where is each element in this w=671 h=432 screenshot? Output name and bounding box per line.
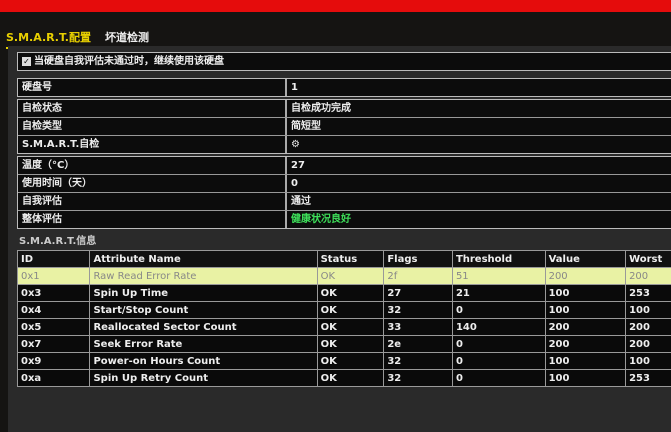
field-row: 自检状态 自检成功完成 xyxy=(18,100,671,118)
field-row: 温度（°C） 27 xyxy=(18,157,671,175)
disk-select: 硬盘号 1 xyxy=(17,78,671,97)
field-value: 0 xyxy=(291,178,298,189)
table-row[interactable]: 0x1 Raw Read Error Rate OK 2f 51 200 200 xyxy=(16,267,671,285)
table-cell: 32 xyxy=(383,352,453,370)
table-cell: Raw Read Error Rate xyxy=(89,267,318,285)
table-cell: Spin Up Time xyxy=(89,284,318,302)
table-row[interactable]: 0x7 Seek Error Rate OK 2e 0 200 200 xyxy=(16,335,671,353)
table-cell: 253 xyxy=(625,284,671,302)
table-cell: 0 xyxy=(451,301,546,319)
column-header[interactable]: Attribute Name xyxy=(89,250,318,268)
field-value: 自检成功完成 xyxy=(291,103,351,114)
field-row: S.M.A.R.T.自检 ⚙ xyxy=(18,136,671,153)
field-value: ⚙ xyxy=(291,139,300,150)
table-cell: 2e xyxy=(383,335,453,353)
table-cell: 100 xyxy=(544,369,627,387)
table-cell: OK xyxy=(316,267,385,285)
column-header[interactable]: Value xyxy=(544,250,627,268)
smart-info-title: S.M.A.R.T.信息 xyxy=(19,236,97,247)
table-cell: 0 xyxy=(451,369,546,387)
table-cell: 200 xyxy=(625,335,671,353)
table-cell: OK xyxy=(316,369,385,387)
continue-use-option[interactable]: ✓ 当硬盘自我评估未通过时，继续使用该硬盘 xyxy=(17,52,671,71)
table-cell: 100 xyxy=(544,301,627,319)
column-header[interactable]: Worst xyxy=(625,250,671,268)
option-label: 当硬盘自我评估未通过时，继续使用该硬盘 xyxy=(34,56,224,67)
table-cell: 32 xyxy=(383,301,453,319)
smart-table: ID Attribute Name Status Flags Threshold Valu… xyxy=(16,250,671,387)
field-label: 自我评估 xyxy=(18,193,287,210)
field-value: 简短型 xyxy=(291,121,321,132)
title-bar xyxy=(0,0,671,12)
table-cell: OK xyxy=(316,318,385,336)
column-header[interactable]: Threshold xyxy=(451,250,546,268)
field-label: 使用时间（天） xyxy=(18,175,287,192)
table-cell: 0x9 xyxy=(16,352,91,370)
column-header[interactable]: Status xyxy=(316,250,385,268)
table-cell: 2f xyxy=(383,267,453,285)
field-row: 自我评估 通过 xyxy=(18,193,671,211)
table-cell: Start/Stop Count xyxy=(89,301,318,319)
checkbox-icon[interactable]: ✓ xyxy=(22,57,31,66)
table-cell: 0x7 xyxy=(16,335,91,353)
table-cell: 253 xyxy=(625,369,671,387)
table-cell: 32 xyxy=(383,369,453,387)
table-cell: OK xyxy=(316,352,385,370)
field-value: 通过 xyxy=(291,196,311,207)
table-row[interactable]: 0x3 Spin Up Time OK 27 21 100 253 xyxy=(16,284,671,302)
disk-label: 硬盘号 xyxy=(18,79,287,96)
table-cell: Seek Error Rate xyxy=(89,335,318,353)
table-cell: 0 xyxy=(451,335,546,353)
table-cell: 0xa xyxy=(16,369,91,387)
table-cell: 100 xyxy=(544,352,627,370)
field-value: 健康状况良好 xyxy=(291,214,351,225)
disk-value[interactable]: 1 xyxy=(291,82,298,93)
table-cell: OK xyxy=(316,284,385,302)
table-cell: 0x5 xyxy=(16,318,91,336)
table-cell: 27 xyxy=(383,284,453,302)
field-label: 自检类型 xyxy=(18,118,287,135)
table-cell: 0x3 xyxy=(16,284,91,302)
field-row: 自检类型 简短型 xyxy=(18,118,671,136)
table-cell: 51 xyxy=(451,267,546,285)
self-test-group: 自检状态 自检成功完成 自检类型 简短型 S.M.A.R.T.自检 ⚙ xyxy=(17,99,671,154)
table-cell: 200 xyxy=(625,267,671,285)
table-cell: Spin Up Retry Count xyxy=(89,369,318,387)
table-cell: 200 xyxy=(544,318,627,336)
table-cell: 200 xyxy=(625,318,671,336)
table-cell: Reallocated Sector Count xyxy=(89,318,318,336)
field-label: 温度（°C） xyxy=(18,157,287,174)
field-label: 自检状态 xyxy=(18,100,287,117)
column-header[interactable]: Flags xyxy=(383,250,453,268)
field-row: 使用时间（天） 0 xyxy=(18,175,671,193)
field-value: 27 xyxy=(291,160,305,171)
table-row[interactable]: 0x9 Power-on Hours Count OK 32 0 100 100 xyxy=(16,352,671,370)
table-cell: 0x4 xyxy=(16,301,91,319)
table-cell: 33 xyxy=(383,318,453,336)
table-cell: 0 xyxy=(451,352,546,370)
table-row[interactable]: 0xa Spin Up Retry Count OK 32 0 100 253 xyxy=(16,369,671,387)
column-header[interactable]: ID xyxy=(16,250,91,268)
table-cell: OK xyxy=(316,335,385,353)
table-cell: 0x1 xyxy=(16,267,91,285)
table-cell: 200 xyxy=(544,267,627,285)
table-cell: 140 xyxy=(451,318,546,336)
info-group: 温度（°C） 27 使用时间（天） 0 自我评估 通过 整体评估 健康状况良好 xyxy=(17,156,671,229)
table-row[interactable]: 0x5 Reallocated Sector Count OK 33 140 200 200 xyxy=(16,318,671,336)
table-cell: 200 xyxy=(544,335,627,353)
table-row[interactable]: 0x4 Start/Stop Count OK 32 0 100 100 xyxy=(16,301,671,319)
field-row: 整体评估 健康状况良好 xyxy=(18,211,671,228)
tab-bad-sector-check[interactable]: 坏道检测 xyxy=(105,31,149,44)
table-cell: OK xyxy=(316,301,385,319)
field-label: S.M.A.R.T.自检 xyxy=(18,136,287,153)
field-label: 整体评估 xyxy=(18,211,287,228)
table-cell: 100 xyxy=(625,301,671,319)
table-cell: 100 xyxy=(625,352,671,370)
table-cell: Power-on Hours Count xyxy=(89,352,318,370)
table-cell: 100 xyxy=(544,284,627,302)
table-cell: 21 xyxy=(451,284,546,302)
